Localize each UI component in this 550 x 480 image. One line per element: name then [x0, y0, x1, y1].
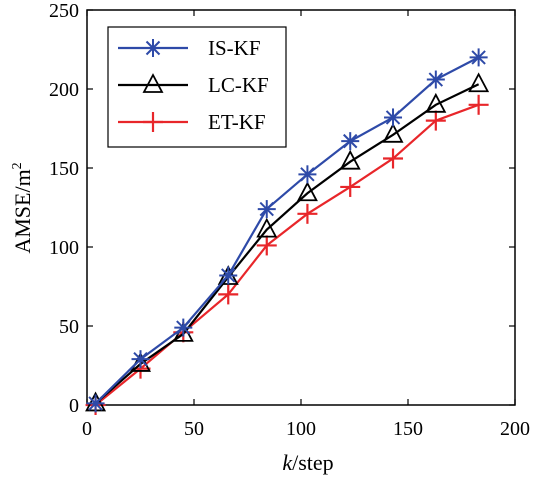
y-tick-label: 250 [49, 0, 79, 22]
series-is-kf [86, 48, 488, 413]
series-line-lc-kf [94, 83, 480, 405]
data-point-is-kf [219, 266, 238, 285]
data-point-lc-kf [296, 181, 318, 202]
data-point-et-kf [383, 148, 404, 169]
data-point-lc-kf [339, 149, 361, 170]
data-point-lc-kf [382, 122, 404, 143]
legend-label-lc-kf: LC-KF [208, 73, 269, 97]
data-point-et-kf [256, 235, 277, 256]
series-line-et-kf [94, 103, 480, 406]
data-point-is-kf [174, 318, 193, 337]
legend-item-is-kf: IS-KF [118, 36, 261, 60]
x-tick-label: 0 [82, 418, 92, 440]
data-point-et-kf [425, 110, 446, 131]
legend: IS-KF LC-KF ET-KF [107, 26, 287, 148]
data-point-lc-kf [256, 217, 278, 238]
data-point-is-kf [298, 165, 317, 184]
x-tick-label: 50 [184, 418, 204, 440]
y-tick-label: 200 [49, 79, 79, 101]
data-point-is-kf [384, 108, 403, 127]
data-point-et-kf [340, 176, 361, 197]
legend-item-lc-kf: LC-KF [118, 73, 269, 97]
series-line-is-kf [94, 56, 480, 405]
x-tick-label: 200 [500, 418, 530, 440]
x-tick-label: 150 [393, 418, 423, 440]
data-point-is-kf [257, 200, 276, 219]
data-point-lc-kf [425, 92, 447, 113]
legend-marker-et-kf [143, 112, 163, 132]
y-tick-label: 50 [59, 316, 79, 338]
legend-label-is-kf: IS-KF [208, 36, 261, 60]
legend-marker-is-kf [144, 39, 162, 57]
y-tick-label: 150 [49, 158, 79, 180]
x-axis-label-italic: k [282, 450, 293, 475]
legend-label-et-kf: ET-KF [208, 110, 266, 134]
legend-item-et-kf: ET-KF [118, 110, 266, 134]
y-tick-label: 0 [69, 395, 79, 417]
data-point-is-kf [131, 350, 150, 369]
y-tick-label: 100 [49, 237, 79, 259]
series-layer [85, 48, 490, 415]
x-tick-label: 100 [286, 418, 316, 440]
axis-ticks: 0 50 100 150 200 0 50 100 150 200 250 [49, 0, 530, 440]
data-point-et-kf [218, 284, 239, 305]
x-axis-label: k/step [282, 450, 333, 475]
legend-marker-lc-kf [142, 73, 164, 93]
y-axis-label: AMSE/m2 [10, 162, 35, 253]
data-point-is-kf [86, 394, 105, 413]
data-point-et-kf [297, 203, 318, 224]
y-axis-label-base: AMSE/m [10, 169, 35, 253]
data-point-is-kf [426, 70, 445, 89]
x-axis-label-rest: /step [292, 450, 334, 475]
y-axis-label-sup: 2 [10, 162, 25, 169]
data-point-is-kf [469, 48, 488, 67]
data-point-is-kf [341, 132, 360, 151]
legend-items: IS-KF LC-KF ET-KF [118, 36, 269, 134]
data-point-lc-kf [468, 72, 490, 93]
data-point-et-kf [468, 94, 489, 115]
